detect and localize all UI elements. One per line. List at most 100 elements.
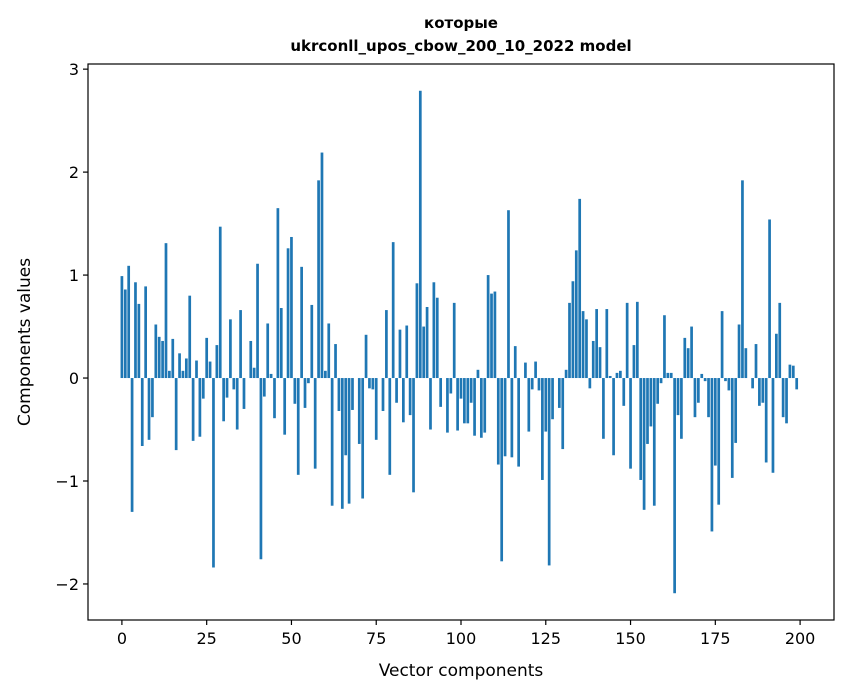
bar xyxy=(578,198,582,379)
bar xyxy=(574,250,578,379)
bar xyxy=(296,378,300,475)
bar xyxy=(137,303,141,379)
bar xyxy=(625,302,629,379)
x-tick-label: 50 xyxy=(281,629,301,648)
bar xyxy=(127,265,131,379)
bar xyxy=(605,309,609,379)
bar xyxy=(249,340,253,379)
bar xyxy=(524,362,527,379)
bar xyxy=(181,370,185,379)
bar xyxy=(242,378,246,409)
bar xyxy=(188,295,192,379)
bar xyxy=(744,348,748,379)
x-tick-label: 25 xyxy=(197,629,217,648)
bar xyxy=(273,378,276,419)
bar xyxy=(649,378,653,427)
bar xyxy=(737,324,741,379)
bar xyxy=(222,378,225,422)
bar xyxy=(232,378,236,390)
bar xyxy=(703,378,707,382)
bars-group xyxy=(120,90,799,594)
bar xyxy=(279,308,283,379)
bar xyxy=(673,378,676,594)
bar xyxy=(785,378,788,424)
bar xyxy=(191,378,195,441)
bar xyxy=(788,364,792,379)
bar xyxy=(151,378,154,418)
bar xyxy=(201,378,205,399)
bar xyxy=(602,378,605,439)
bar xyxy=(632,345,636,379)
bar xyxy=(276,208,280,379)
bar xyxy=(720,311,724,379)
bar xyxy=(395,378,398,403)
bar xyxy=(120,276,124,379)
bar xyxy=(368,378,371,389)
bar xyxy=(663,315,666,379)
bar xyxy=(337,378,341,411)
bar xyxy=(164,243,168,379)
bar xyxy=(598,347,602,379)
chart-title-line-1: которые xyxy=(424,14,498,32)
bar xyxy=(527,378,531,432)
bar xyxy=(134,282,137,379)
bar xyxy=(537,378,541,391)
bar xyxy=(157,336,161,379)
bar xyxy=(381,378,385,411)
x-tick-label: 0 xyxy=(117,629,127,648)
bar xyxy=(686,348,690,379)
bar xyxy=(680,378,683,439)
y-axis-label: Components values xyxy=(15,258,35,426)
bar xyxy=(147,378,151,440)
x-tick-label: 150 xyxy=(615,629,646,648)
bar xyxy=(235,378,239,430)
bar xyxy=(195,360,198,379)
bar xyxy=(761,378,765,403)
x-axis-ticks: 0 25 50 75 100 125 150 175 200 xyxy=(117,620,815,648)
bar xyxy=(707,378,710,418)
bar xyxy=(317,180,320,379)
bar xyxy=(174,378,178,451)
bar xyxy=(357,378,361,444)
bar xyxy=(595,309,598,379)
bar xyxy=(758,378,761,406)
bar xyxy=(612,378,615,456)
bar xyxy=(435,297,439,379)
bar xyxy=(140,378,144,446)
bar xyxy=(741,180,744,379)
bar xyxy=(551,378,554,420)
bar xyxy=(144,286,147,379)
bar xyxy=(184,358,188,379)
bar xyxy=(168,370,171,379)
bar xyxy=(334,344,337,379)
bar xyxy=(123,289,127,379)
bar xyxy=(439,378,443,407)
bar xyxy=(313,378,317,469)
bar xyxy=(775,333,778,379)
bar xyxy=(415,283,419,379)
bar xyxy=(469,378,473,403)
bar xyxy=(778,302,782,379)
bar xyxy=(541,378,544,480)
bar xyxy=(408,378,412,416)
y-tick-label: 3 xyxy=(69,60,79,79)
bar xyxy=(198,378,202,437)
y-tick-label: 1 xyxy=(69,266,79,285)
bar xyxy=(429,378,432,430)
bar xyxy=(300,266,303,379)
bar xyxy=(530,378,534,390)
y-axis-ticks: −2 −1 0 1 2 3 xyxy=(55,60,88,594)
bar xyxy=(327,323,331,379)
bar xyxy=(259,378,263,560)
y-tick-label: −1 xyxy=(55,472,79,491)
bar xyxy=(446,378,449,433)
bar xyxy=(310,304,314,379)
bar xyxy=(571,281,575,379)
bar xyxy=(690,326,693,379)
bar xyxy=(710,378,714,532)
bar xyxy=(581,311,585,379)
bar xyxy=(483,378,487,433)
chart-title-line-2: ukrconll_upos_cbow_200_10_2022 model xyxy=(290,37,631,55)
